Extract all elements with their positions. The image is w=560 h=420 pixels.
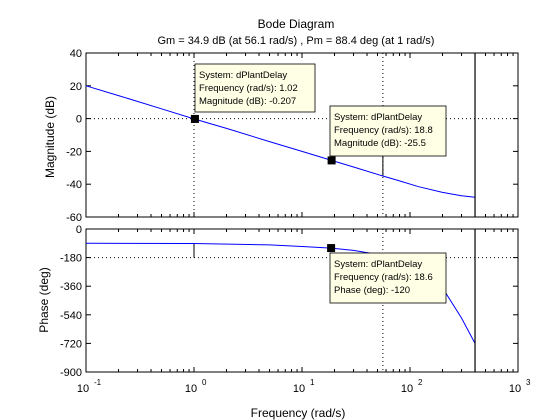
magnitude-datatip-box [329, 105, 447, 157]
phase-y-axis-label: Phase (deg) [37, 267, 51, 332]
magnitude-datatip-text: Magnitude (dB): -0.207 [199, 96, 296, 107]
magnitude-datatip-text: Frequency (rad/s): 1.02 [199, 83, 298, 94]
magnitude-y-tick-label: -40 [66, 179, 82, 191]
magnitude-datatip-marker [327, 156, 336, 165]
x-tick-label: 10 [401, 383, 413, 395]
phase-datatip-text: Frequency (rad/s): 18.6 [334, 272, 433, 283]
x-tick-exponent: 1 [310, 378, 315, 387]
x-axis-label: Frequency (rad/s) [251, 406, 346, 420]
magnitude-y-tick-label: 0 [76, 114, 82, 126]
phase-axes: 0 -180 -360 -540 -720 -900 10 -1 10 0 10 1 10 2 10 3 Sys… [60, 224, 531, 395]
magnitude-datatip-text: System: dPlantDelay [199, 70, 287, 81]
magnitude-y-tick-label: -20 [66, 146, 82, 158]
magnitude-datatip-text: System: dPlantDelay [334, 112, 422, 123]
magnitude-y-tick-label: -60 [66, 212, 82, 224]
magnitude-y-tick-label: 20 [70, 81, 82, 93]
phase-y-tick-label: -180 [60, 253, 82, 265]
phase-datatip-text: Phase (deg): -120 [334, 285, 410, 296]
phase-y-tick-label: 0 [76, 224, 82, 236]
x-tick-exponent: 2 [418, 378, 423, 387]
phase-y-tick-label: -720 [60, 338, 82, 350]
phase-y-tick-label: -360 [60, 281, 82, 293]
magnitude-y-tick-label: 40 [70, 48, 82, 60]
phase-datatip-marker [327, 244, 336, 253]
x-tick-exponent: 3 [526, 378, 531, 387]
phase-datatip-box [329, 252, 447, 304]
phase-plot-frame [85, 228, 519, 373]
chart-subtitle: Gm = 34.9 dB (at 56.1 rad/s) , Pm = 88.4… [158, 35, 435, 47]
chart-title: Bode Diagram [258, 17, 335, 31]
x-tick-label: 10 [77, 383, 89, 395]
magnitude-datatip-box [194, 63, 316, 113]
phase-y-tick-label: -900 [60, 367, 82, 379]
magnitude-datatip-text: Frequency (rad/s): 18.8 [334, 125, 433, 136]
magnitude-datatip-marker [190, 114, 199, 123]
x-tick-label: 10 [509, 383, 521, 395]
magnitude-datatip-text: Magnitude (dB): -25.5 [334, 138, 426, 149]
x-tick-exponent: -1 [94, 378, 102, 387]
magnitude-y-axis-label: Magnitude (dB) [43, 96, 57, 178]
x-tick-exponent: 0 [202, 378, 207, 387]
x-tick-label: 10 [293, 383, 305, 395]
phase-datatip-text: System: dPlantDelay [334, 259, 422, 270]
magnitude-axes: 40 20 0 -20 -40 -60 System: dPlantDelay Frequen… [66, 48, 519, 224]
x-tick-label: 10 [185, 383, 197, 395]
phase-y-tick-label: -540 [60, 310, 82, 322]
